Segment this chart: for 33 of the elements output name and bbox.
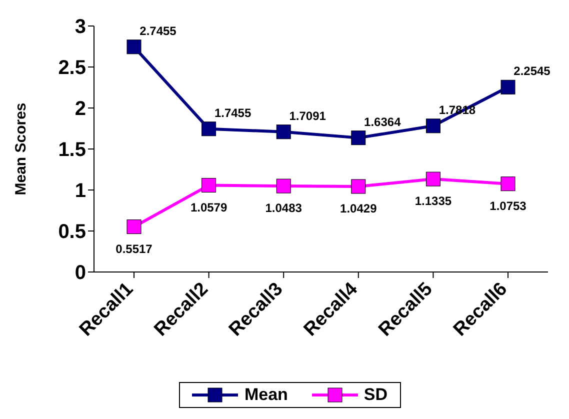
point <box>500 80 516 94</box>
point <box>351 179 366 194</box>
point <box>351 130 366 146</box>
y-tick-label: 1.5 <box>58 139 86 162</box>
y-tick-label: 2 <box>74 98 86 120</box>
point <box>426 172 440 186</box>
legend-label: SD <box>364 385 388 405</box>
data-label: 0.5517 <box>116 242 153 256</box>
point <box>126 40 142 54</box>
point <box>202 122 216 136</box>
y-axis-title: Mean Scores <box>12 102 30 196</box>
data-label: 1.1335 <box>414 194 452 208</box>
y-tick-label: 1 <box>74 180 86 202</box>
point <box>202 178 216 192</box>
data-label: 2.2545 <box>514 64 551 78</box>
data-label: 1.0483 <box>265 201 302 216</box>
y-tick-label: 0.5 <box>58 221 86 244</box>
point <box>126 220 142 234</box>
point <box>500 176 516 192</box>
data-label: 2.7455 <box>140 24 177 38</box>
y-tick-label: 0 <box>74 262 86 284</box>
y-tick-label: 2.5 <box>58 57 86 80</box>
data-label: 1.7091 <box>289 108 326 123</box>
data-label: 1.0579 <box>190 200 228 214</box>
point <box>276 178 291 194</box>
data-label: 1.6364 <box>364 114 402 129</box>
data-label: 1.0429 <box>340 201 378 216</box>
data-label: 1.7455 <box>214 106 252 120</box>
y-tick-label: 3 <box>74 16 86 38</box>
data-label: 1.0753 <box>490 198 527 213</box>
point <box>426 118 440 134</box>
legend-label: Mean <box>244 385 288 405</box>
point <box>276 124 291 140</box>
